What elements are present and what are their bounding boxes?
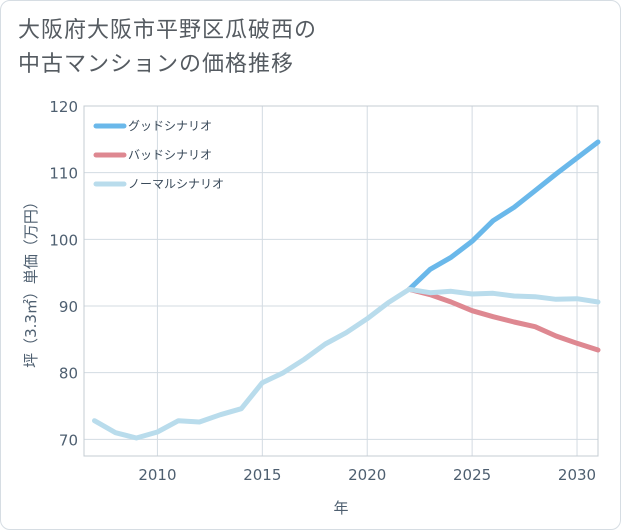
y-axis-label: 坪（3.3㎡）単価（万円） — [22, 194, 40, 368]
y-tick-label: 80 — [59, 365, 78, 383]
grid — [84, 105, 598, 456]
series-line-2 — [92, 286, 601, 441]
x-tick-label: 2025 — [453, 466, 491, 484]
x-tick-label: 2010 — [138, 466, 176, 484]
series-line-1 — [406, 286, 601, 353]
legend-label-0: グッドシナリオ — [128, 119, 212, 133]
plot-frame — [83, 105, 599, 457]
y-tick-label: 120 — [49, 98, 78, 116]
x-tick-label: 2030 — [558, 466, 596, 484]
y-tick-label: 100 — [49, 231, 78, 249]
y-tick-label: 70 — [59, 431, 78, 449]
x-tick-label: 2015 — [243, 466, 281, 484]
legend-label-1: バッドシナリオ — [128, 148, 212, 162]
series-lines — [92, 139, 601, 441]
y-tick-label: 110 — [49, 165, 78, 183]
chart-title-line2: 中古マンションの価格推移 — [18, 52, 295, 77]
x-axis-label: 年 — [333, 499, 348, 517]
x-tick-label: 2020 — [348, 466, 386, 484]
chart-title-line1: 大阪府大阪市平野区瓜破西の — [18, 18, 318, 43]
tick-labels: 70 80 90 100 110 120 2010 2015 2020 2025 2030 — [49, 98, 596, 484]
chart-title: 大阪府大阪市平野区瓜破西の 中古マンションの価格推移 — [18, 14, 317, 82]
y-tick-label: 90 — [59, 298, 78, 316]
series-line-0 — [406, 139, 601, 292]
legend-label-2: ノーマルシナリオ — [128, 177, 224, 191]
